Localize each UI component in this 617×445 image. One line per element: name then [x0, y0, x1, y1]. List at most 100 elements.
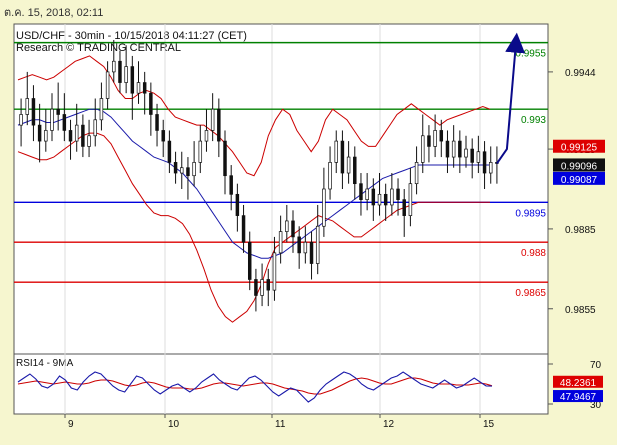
level-label: 0.9895 [515, 208, 546, 219]
candle-body [260, 279, 264, 296]
candle-body [353, 156, 357, 185]
candle-body [272, 252, 277, 291]
candle-body [334, 140, 338, 163]
candle-body [346, 156, 351, 174]
candle-body [217, 108, 221, 142]
candle-body [74, 124, 79, 142]
rsi-panel [13, 353, 549, 415]
candle-body [247, 241, 252, 280]
candle-body [340, 140, 345, 174]
candle-body [93, 119, 97, 137]
candle-body [229, 175, 233, 195]
y-tick-label: 0.9855 [565, 305, 596, 316]
level-label: 0.9865 [515, 288, 546, 299]
rsi-tag [553, 390, 603, 403]
bollinger-upper-line [17, 55, 491, 177]
price-tag-label: 0.99087 [561, 175, 598, 186]
candle-body [161, 130, 165, 142]
candle-body [309, 241, 314, 264]
y-tick-label: 0.9885 [565, 225, 596, 236]
forecast-arrow [496, 32, 526, 165]
rsi-tag-label: 47.9467 [560, 392, 597, 403]
chart-title: USD/CHF - 30min - 10/15/2018 04:11:27 (C… [16, 30, 247, 42]
candle-body [303, 241, 308, 254]
candle-body [433, 130, 437, 147]
candle-body [291, 220, 295, 238]
candle-body [130, 66, 135, 94]
candle-body [390, 188, 394, 206]
candle-body [458, 140, 462, 158]
candle-body [37, 124, 42, 142]
candle-body [173, 162, 178, 174]
candle-body [285, 220, 289, 232]
candle-body [56, 108, 60, 115]
candle-body [68, 130, 73, 142]
candle-body [451, 140, 456, 158]
candle-body [136, 82, 141, 94]
candle-body [254, 279, 258, 296]
candle-body [142, 82, 147, 94]
candle-body [396, 188, 400, 200]
candle-body [488, 162, 493, 174]
candle-body [241, 215, 246, 243]
candle-body [99, 98, 104, 121]
rsi-tag [553, 375, 603, 388]
candle-body [445, 140, 450, 158]
candle-body [112, 60, 116, 73]
candle-body [383, 193, 388, 206]
candle-body [476, 151, 481, 163]
rsi-line [17, 371, 493, 403]
x-tick-label: 9 [68, 419, 74, 430]
candle-body [235, 193, 240, 216]
candle-body [167, 140, 172, 163]
level-label: 0.988 [521, 248, 546, 259]
candle-body [482, 151, 487, 174]
price-tag-label: 0.99125 [561, 143, 598, 154]
candle-body [297, 236, 301, 254]
rsi-tick-label: 70 [590, 360, 602, 371]
candle-body [19, 114, 23, 126]
rsi-tick-label: 30 [590, 400, 602, 411]
candle-body [210, 108, 215, 131]
candle-body [186, 167, 190, 177]
candle-body [149, 92, 153, 115]
price-tag-label: 0.99096 [561, 161, 598, 172]
candle-body [359, 183, 363, 200]
candle-body [408, 183, 413, 216]
candle-body [278, 231, 283, 254]
rsi-tag-label: 48.2361 [560, 378, 597, 389]
candle-body [62, 114, 67, 131]
candle-body [439, 130, 444, 142]
level-label: 0.993 [521, 115, 546, 126]
y-tick-label: 0.9944 [565, 68, 596, 79]
level-label: 0.9955 [515, 49, 546, 60]
moving-average-line [17, 108, 490, 259]
candle-body [470, 148, 474, 163]
candle-body [328, 162, 332, 190]
candle-body [31, 98, 36, 126]
x-tick-label: 10 [168, 419, 180, 430]
candle-body [192, 162, 196, 177]
candle-body [266, 279, 271, 291]
price-panel [13, 23, 549, 355]
header-date: ต.ค. 15, 2018, 02:11 [4, 7, 104, 19]
candle-body [25, 98, 30, 115]
price-tag [553, 171, 605, 185]
candle-body [365, 188, 369, 200]
candle-body [223, 140, 227, 177]
candle-body [87, 135, 91, 147]
candle-body [414, 162, 419, 185]
x-tick-label: 11 [275, 419, 286, 430]
x-tick-label: 15 [483, 419, 495, 430]
candle-body [155, 114, 159, 131]
candle-body [204, 130, 209, 142]
candle-body [464, 148, 468, 158]
price-tag [553, 139, 605, 153]
x-tick-label: 12 [383, 419, 395, 430]
rsi-ma-line [17, 377, 493, 395]
candle-body [180, 167, 184, 174]
candle-body [402, 199, 406, 216]
candle-body [118, 60, 122, 83]
candle-body [44, 130, 48, 142]
